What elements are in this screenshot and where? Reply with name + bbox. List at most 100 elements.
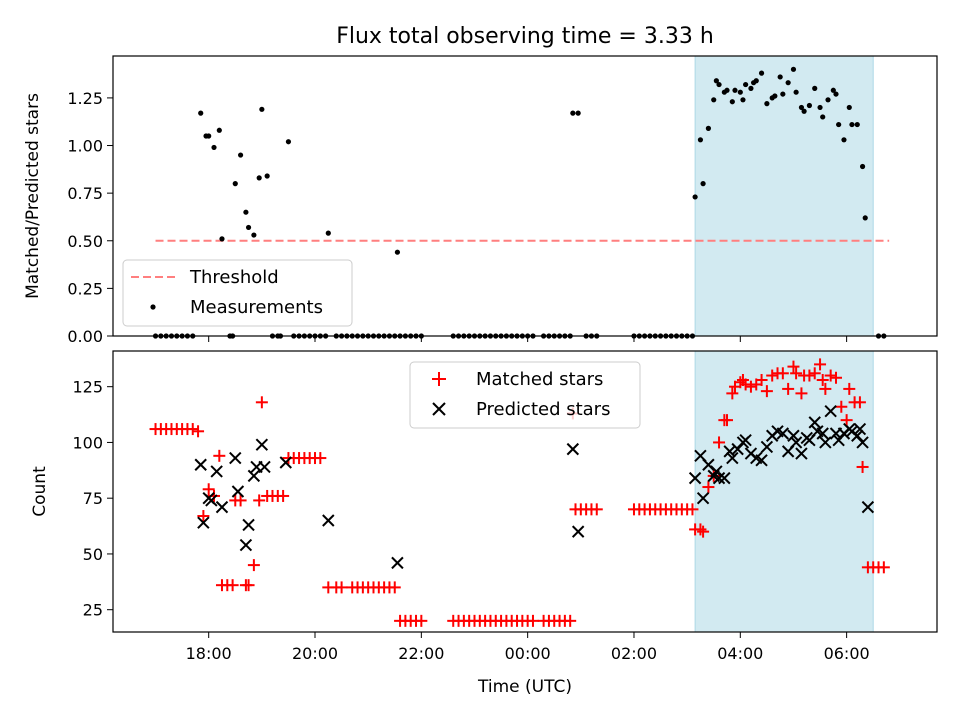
chart-title: Flux total observing time = 3.33 h (336, 24, 714, 49)
ratio-panel: 0.00 0.25 0.50 0.75 1.00 1.25 Matched/Predict… (23, 55, 938, 346)
measurement-point (245, 224, 252, 231)
predicted-star-point (258, 460, 271, 474)
matched-star-point (590, 503, 603, 516)
matched-star-point (721, 414, 734, 427)
matched-star-point (197, 510, 210, 523)
measurement-point (705, 125, 712, 131)
y-tick-label: 0.75 (67, 184, 103, 203)
matched-star-point (829, 371, 842, 384)
matched-star-point (192, 425, 205, 438)
measurement-point (211, 144, 217, 151)
predicted-stars-points (194, 405, 875, 570)
matched-star-point (787, 360, 800, 373)
legend-matched-swatch (432, 372, 446, 386)
predicted-star-point (566, 442, 580, 456)
measurement-point (748, 85, 754, 91)
observing-window-shade (694, 350, 874, 633)
predicted-star-point (194, 458, 207, 471)
measurement-point (777, 74, 783, 80)
measurement-point (256, 175, 262, 181)
predicted-star-point (824, 405, 837, 418)
matched-star-point (790, 367, 803, 380)
matched-star-point (814, 358, 827, 371)
measurement-point (753, 78, 759, 84)
x-tick-label: 04:00 (717, 644, 763, 663)
matched-star-point (776, 367, 789, 380)
matched-star-point (213, 449, 226, 462)
measurement-point (198, 110, 204, 116)
y-tick-label: 0.25 (67, 279, 103, 298)
matched-star-point (760, 385, 773, 398)
matched-star-point (242, 579, 255, 592)
measurement-point (732, 87, 738, 93)
legend-measurements-label: Measurements (190, 297, 323, 318)
measurement-point (575, 110, 581, 116)
predicted-star-point (712, 471, 726, 485)
matched-star-point (816, 373, 829, 386)
matched-star-point (726, 387, 739, 400)
bottom-y-axis-label: Count (30, 466, 50, 517)
measurement-point (697, 137, 704, 143)
predicted-star-point (571, 525, 585, 538)
predicted-star-point (231, 485, 245, 498)
measurement-point (764, 101, 770, 107)
measurement-point (817, 104, 823, 111)
matched-star-point (808, 367, 821, 380)
measurement-point (219, 236, 225, 242)
legend-predicted-swatch (432, 402, 446, 416)
measurement-point (737, 89, 743, 95)
predicted-star-point (242, 518, 255, 532)
matched-star-point (853, 396, 866, 409)
matched-star-point (686, 503, 699, 516)
measurement-point (713, 78, 719, 84)
measurement-point (729, 99, 735, 105)
measurement-point (793, 89, 799, 95)
predicted-star-point (726, 451, 739, 465)
matched-star-point (782, 382, 795, 395)
measurement-point (806, 102, 813, 109)
measurement-point (772, 93, 778, 99)
y-tick-label: 1.25 (67, 89, 103, 108)
matched-star-point (843, 382, 856, 395)
x-tick-label: 06:00 (824, 644, 870, 663)
measurement-point (206, 133, 212, 139)
measurement-point (216, 127, 222, 133)
x-axis-label: Time (UTC) (477, 677, 572, 697)
bottom-y-ticks: 25 50 75 100 125 (72, 378, 113, 620)
y-tick-label: 1.00 (67, 137, 103, 156)
predicted-star-point (723, 445, 736, 458)
bottom-legend-box (409, 361, 641, 429)
predicted-star-point (787, 429, 800, 442)
measurement-point (790, 66, 797, 72)
predicted-star-point (819, 436, 832, 449)
x-tick-label: 18:00 (186, 644, 232, 663)
predicted-star-point (255, 438, 269, 451)
predicted-star-point (696, 491, 710, 505)
measurement-point (846, 104, 852, 111)
y-tick-label: 125 (72, 378, 103, 397)
measurement-point (825, 97, 831, 103)
predicted-star-point (739, 433, 752, 447)
predicted-star-point (215, 500, 229, 514)
matched-star-point (702, 481, 715, 494)
measurement-point (243, 209, 249, 215)
matched-star-point (744, 380, 757, 393)
measurement-point (833, 91, 839, 97)
predicted-star-point (853, 422, 867, 436)
measurement-point (758, 70, 765, 76)
measurement-point (780, 91, 786, 97)
matched-star-point (856, 460, 869, 473)
predicted-star-point (197, 516, 210, 529)
matched-star-point (253, 494, 266, 507)
predicted-star-point (795, 447, 808, 460)
measurement-point (743, 81, 749, 88)
measurement-point (812, 85, 818, 91)
bottom-axes-frame (112, 350, 938, 633)
matched-star-point (564, 614, 577, 627)
matched-star-point (835, 400, 848, 413)
measurement-point (740, 97, 746, 103)
measurement-point (785, 80, 791, 86)
measurement-point (849, 121, 855, 128)
x-tick-label: 22:00 (398, 644, 444, 663)
predicted-star-point (210, 465, 223, 478)
